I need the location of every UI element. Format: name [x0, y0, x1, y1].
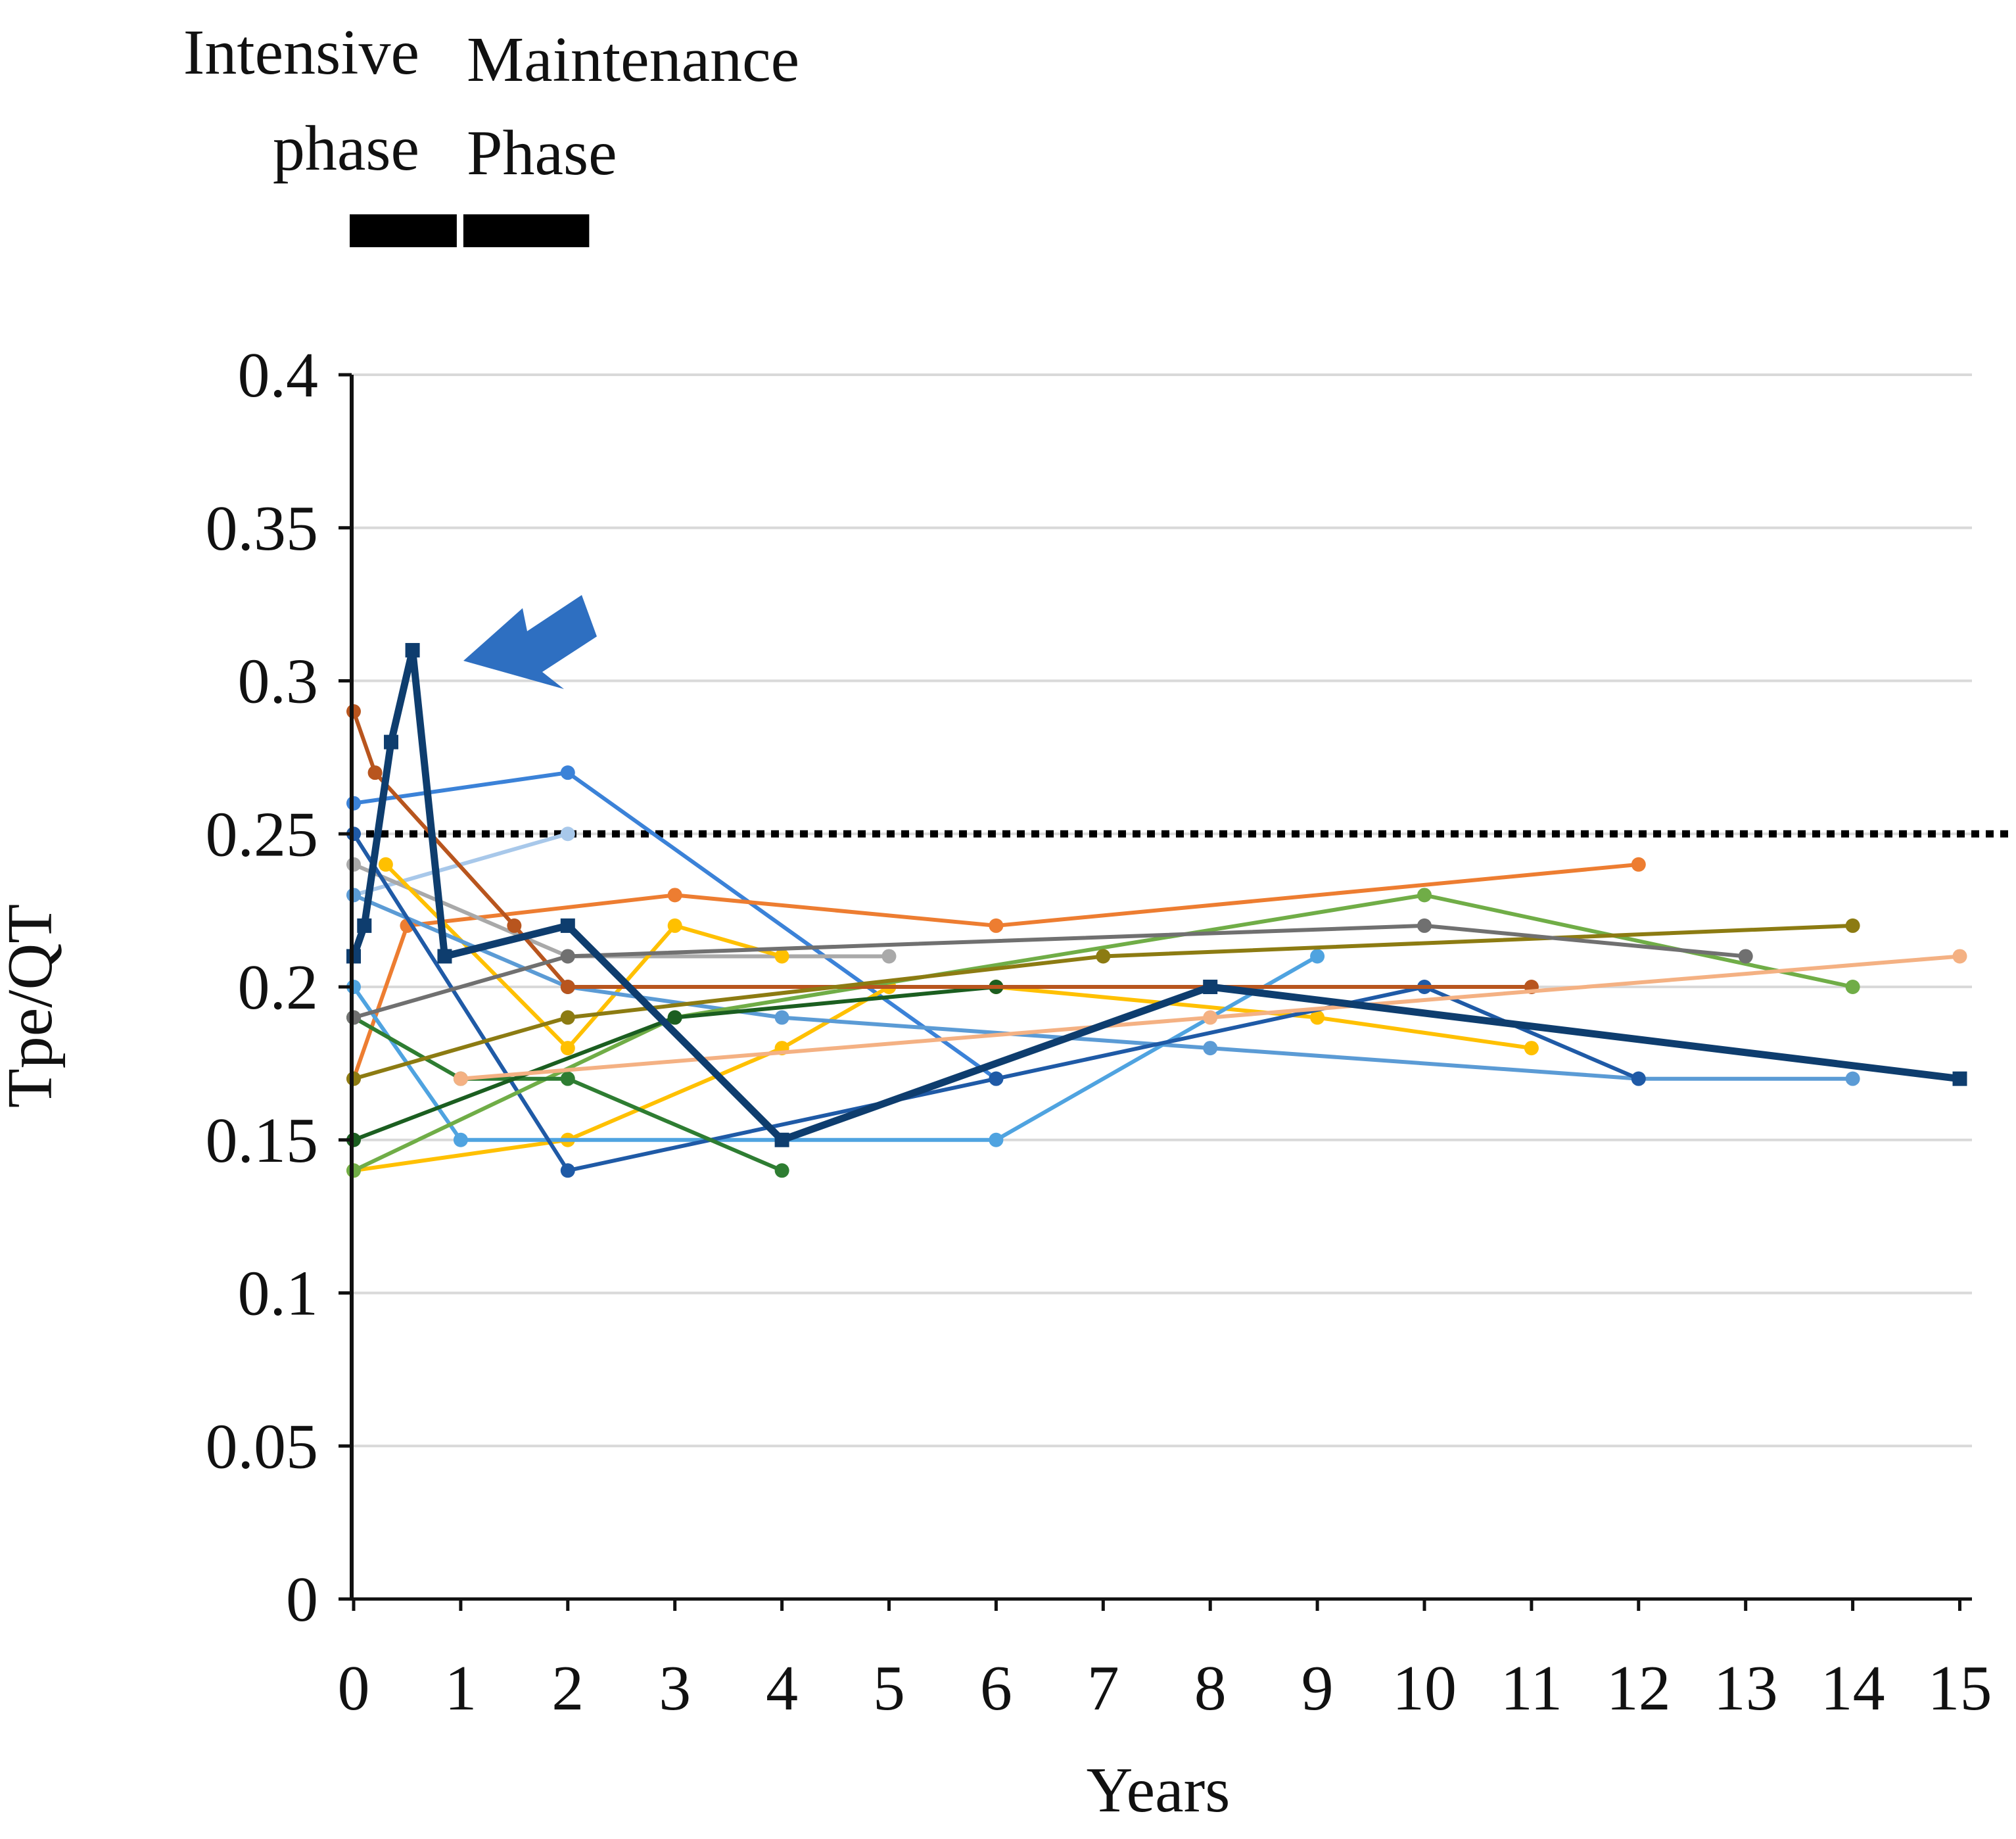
intensive-phase-label-line1: Intensive: [183, 17, 419, 88]
data-point: [1738, 949, 1753, 964]
axes: [339, 373, 1972, 1611]
data-point: [1310, 1010, 1325, 1025]
maintenance-phase-label-line1: Maintenance: [467, 24, 799, 95]
maintenance-phase-bar: [463, 214, 590, 247]
series-line-patient-11: [352, 1015, 784, 1173]
data-point: [1952, 949, 1967, 964]
data-point: [667, 888, 682, 903]
data-point: [357, 918, 372, 933]
data-point: [560, 1163, 575, 1178]
data-point: [881, 949, 897, 964]
data-point: [774, 1163, 789, 1178]
data-point: [667, 1010, 682, 1025]
data-point: [367, 765, 383, 780]
data-point: [405, 642, 420, 657]
data-point: [1096, 949, 1111, 964]
x-tick-label: 13: [1714, 1653, 1778, 1724]
data-point: [1524, 1041, 1539, 1056]
data-point: [560, 980, 575, 994]
data-point: [507, 918, 522, 933]
x-tick-label: 7: [1087, 1653, 1119, 1724]
y-tick-label: 0.15: [206, 1105, 319, 1176]
x-tick-label: 4: [766, 1653, 798, 1724]
x-tick-label: 11: [1501, 1653, 1562, 1724]
x-tick-labels: 0 1 2 3 4 5 6 7 8 9 10 11 12 13 14 15: [338, 1653, 1992, 1724]
series-line-patient-14: [352, 923, 1855, 1081]
data-point: [1417, 918, 1432, 933]
x-tick-label: 10: [1392, 1653, 1457, 1724]
intensive-phase-label-line2: phase: [273, 113, 419, 184]
x-tick-label: 14: [1821, 1653, 1885, 1724]
data-point: [378, 857, 393, 872]
data-point: [774, 1132, 789, 1147]
data-point: [667, 918, 682, 933]
y-tick-label: 0.2: [238, 952, 319, 1023]
x-tick-label: 6: [980, 1653, 1012, 1724]
series-line-patient-10: [352, 893, 1855, 1173]
data-point: [1417, 888, 1432, 903]
x-tick-label: 8: [1194, 1653, 1227, 1724]
data-point: [560, 949, 575, 964]
annotation-arrow-icon: [463, 595, 597, 689]
series-line-patient-15: [352, 923, 1748, 1020]
data-point: [560, 1041, 575, 1056]
data-point: [774, 949, 789, 964]
x-axis-label: Years: [1087, 1755, 1231, 1826]
x-tick-label: 3: [659, 1653, 691, 1724]
data-point: [774, 1010, 789, 1025]
series-line-patient-3: [352, 862, 1641, 1081]
y-tick-label: 0.4: [238, 340, 319, 411]
data-point: [1631, 1071, 1646, 1086]
y-tick-label: 0.05: [206, 1411, 319, 1482]
series-lines: [346, 642, 1967, 1178]
data-point: [384, 734, 399, 750]
data-point: [560, 1071, 575, 1086]
data-point: [453, 1071, 468, 1086]
y-tick-labels: 0 0.05 0.1 0.15 0.2 0.25 0.3 0.35 0.4: [206, 340, 319, 1635]
data-point: [1631, 857, 1646, 872]
data-point: [1845, 1071, 1860, 1086]
y-tick-label: 0.1: [238, 1258, 319, 1329]
phase-annotation: Intensive phase Maintenance Phase: [183, 17, 799, 247]
data-point: [1845, 918, 1860, 933]
data-point: [989, 1071, 1004, 1086]
x-tick-label: 1: [444, 1653, 477, 1724]
series-line-patient-7: [352, 893, 1855, 1081]
x-tick-label: 12: [1606, 1653, 1671, 1724]
data-point: [453, 1132, 468, 1147]
data-point: [1203, 980, 1218, 994]
x-tick-label: 2: [551, 1653, 584, 1724]
data-point: [560, 918, 575, 933]
data-point: [1203, 1010, 1218, 1025]
data-point: [1952, 1071, 1967, 1086]
x-tick-label: 15: [1928, 1653, 1992, 1724]
data-point: [1203, 1041, 1218, 1056]
data-point: [1845, 980, 1860, 994]
x-tick-label: 0: [338, 1653, 370, 1724]
y-tick-label: 0.25: [206, 799, 319, 870]
data-point: [437, 949, 452, 964]
data-point: [989, 1132, 1004, 1147]
x-tick-label: 9: [1301, 1653, 1334, 1724]
data-point: [560, 765, 575, 780]
data-point: [560, 826, 575, 842]
y-axis-label: Tpe/QT: [0, 904, 66, 1108]
y-tick-label: 0.3: [238, 646, 319, 717]
data-point: [989, 918, 1004, 933]
y-tick-label: 0.35: [206, 493, 319, 564]
intensive-phase-bar: [350, 214, 457, 247]
data-point: [560, 1010, 575, 1025]
y-tick-label: 0: [286, 1564, 318, 1635]
series-line-patient-13: [352, 709, 1534, 989]
x-tick-label: 5: [873, 1653, 905, 1724]
data-point: [1310, 949, 1325, 964]
maintenance-phase-label-line2: Phase: [467, 118, 617, 189]
